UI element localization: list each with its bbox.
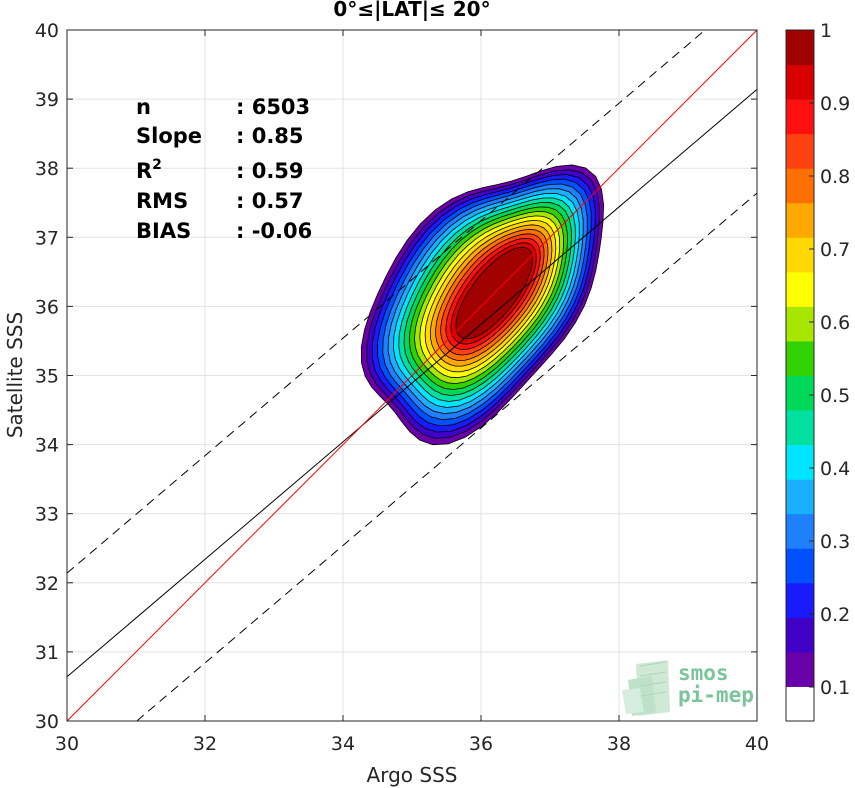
colorbar-segment — [786, 340, 814, 376]
colorbar-tick-label: 0.2 — [820, 604, 850, 626]
y-tick-label: 32 — [35, 573, 59, 595]
colorbar-segment — [786, 271, 814, 307]
colorbar-tick-label: 0.7 — [820, 239, 850, 261]
y-tick-label: 34 — [35, 435, 59, 457]
y-tick-label: 39 — [35, 89, 59, 111]
statistics-box: n : 6503 Slope : 0.85 R2 : 0.59 RMS : 0.57 BIAS:… — [136, 95, 312, 243]
stat-label: R2 — [136, 157, 162, 183]
colorbar-tick-label: 0.1 — [820, 677, 850, 699]
stat-value: : 0.57 — [236, 189, 304, 213]
colorbar-segment — [786, 651, 814, 687]
colorbar-segment — [786, 30, 814, 66]
y-tick-label: 35 — [35, 366, 59, 388]
y-tick-label: 33 — [35, 504, 59, 526]
y-tick-label: 30 — [35, 711, 59, 733]
colorbar-segment — [786, 686, 814, 722]
y-axis-label: Satellite SSS — [3, 312, 27, 438]
x-tick-label: 30 — [55, 733, 79, 755]
colorbar-segment — [786, 617, 814, 653]
stat-label: n — [136, 95, 151, 119]
colorbar-segment — [786, 548, 814, 584]
stat-value: : -0.06 — [236, 219, 312, 243]
colorbar-segment — [786, 237, 814, 273]
colorbar-segment — [786, 479, 814, 515]
upper-bound-line — [66, 29, 706, 574]
x-tick-label: 34 — [331, 733, 355, 755]
x-axis-label: Argo SSS — [367, 763, 458, 787]
colorbar — [786, 30, 814, 722]
one-to-one-line — [66, 29, 758, 722]
stat-value: : 0.85 — [236, 124, 304, 148]
x-tick-label: 32 — [193, 733, 217, 755]
y-tick-label: 38 — [35, 158, 59, 180]
smos-pi-mep-logo: smos pi-mep — [622, 660, 754, 716]
colorbar-segment — [786, 168, 814, 204]
colorbar-segment — [786, 513, 814, 549]
colorbar-segment — [786, 99, 814, 135]
lower-bound-line — [136, 192, 758, 722]
logo-emblem-icon — [622, 660, 670, 716]
y-tick-label: 31 — [35, 642, 59, 664]
y-tick-label: 40 — [35, 20, 59, 42]
chart-title: 0°≤|LAT|≤ 20° — [333, 0, 490, 21]
colorbar-segment — [786, 133, 814, 169]
stat-value: : 6503 — [236, 95, 310, 119]
colorbar-ticks: 0.1 0.2 0.3 0.4 0.5 0.6 0.7 0.8 0.9 1 — [809, 20, 850, 699]
colorbar-tick-label: 0.8 — [820, 166, 850, 188]
reference-lines — [66, 29, 758, 722]
colorbar-tick-label: 0.4 — [820, 458, 850, 480]
colorbar-segment — [786, 410, 814, 446]
x-axis-ticks: 30 32 34 36 38 40 — [55, 30, 769, 755]
colorbar-segment — [786, 582, 814, 618]
x-tick-label: 38 — [607, 733, 631, 755]
colorbar-segment — [786, 306, 814, 342]
colorbar-segment — [786, 444, 814, 480]
regression-line — [66, 89, 758, 678]
colorbar-segment — [786, 202, 814, 238]
stat-value: : 0.59 — [236, 159, 304, 183]
colorbar-tick-label: 0.9 — [820, 93, 850, 115]
colorbar-tick-label: 0.5 — [820, 385, 850, 407]
stat-label: Slope — [136, 124, 202, 148]
colorbar-segment — [786, 64, 814, 100]
logo-text-line2: pi-mep — [678, 683, 754, 707]
stat-label: BIAS — [136, 219, 191, 243]
stat-label: RMS — [136, 189, 188, 213]
colorbar-tick-label: 0.3 — [820, 531, 850, 553]
colorbar-frame — [785, 29, 815, 722]
colorbar-tick-label: 0.6 — [820, 312, 850, 334]
y-tick-label: 37 — [35, 227, 59, 249]
x-tick-label: 40 — [745, 733, 769, 755]
x-tick-label: 36 — [469, 733, 493, 755]
y-axis-ticks: 30 31 32 33 34 35 36 37 38 39 40 — [35, 20, 757, 733]
logo-text-line1: smos — [678, 661, 729, 685]
y-tick-label: 36 — [35, 296, 59, 318]
colorbar-segment — [786, 375, 814, 411]
colorbar-tick-label: 1 — [820, 20, 832, 42]
